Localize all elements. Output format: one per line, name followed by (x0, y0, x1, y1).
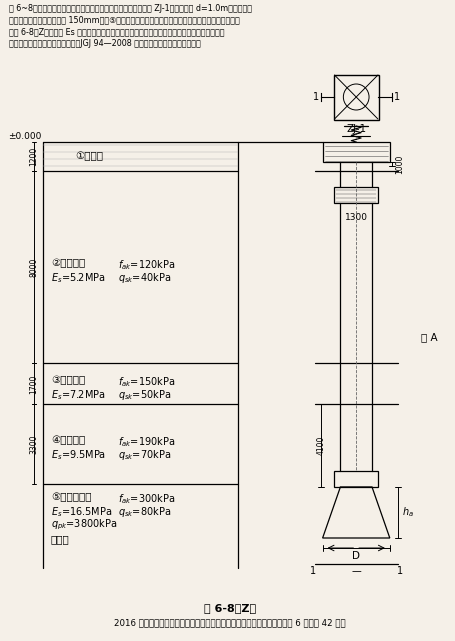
Text: $q_{pk}$=3800kPa: $q_{pk}$=3800kPa (51, 518, 117, 532)
Text: $q_{sk}$=80kPa: $q_{sk}$=80kPa (118, 504, 172, 519)
Text: 桩 A: 桩 A (421, 332, 438, 342)
Text: 1700: 1700 (30, 374, 39, 394)
Text: $f_{ak}$=120kPa: $f_{ak}$=120kPa (118, 258, 176, 272)
Text: 1300: 1300 (345, 213, 368, 222)
Text: —: — (351, 566, 361, 576)
Text: 4100: 4100 (316, 436, 325, 455)
Text: ③粉质黏土: ③粉质黏土 (51, 375, 85, 385)
Bar (334, 75, 379, 120)
Text: ±0.000: ±0.000 (8, 132, 41, 141)
Text: 1: 1 (394, 92, 400, 102)
Text: $h_a$: $h_a$ (402, 506, 414, 519)
Text: 1000: 1000 (395, 154, 404, 174)
Text: $E_s$=9.5MPa: $E_s$=9.5MPa (51, 448, 106, 462)
Text: 提示：根据《建筑桩基技术规范》JGJ 94—2008 作答；粉质黏土可按黏土考虑。: 提示：根据《建筑桩基技术规范》JGJ 94—2008 作答；粉质黏土可按黏土考虑… (10, 38, 201, 47)
Text: $q_{sk}$=40kPa: $q_{sk}$=40kPa (118, 271, 172, 285)
Text: $f_{ak}$=190kPa: $f_{ak}$=190kPa (118, 435, 176, 449)
Text: 图 6-8（Z）: 图 6-8（Z） (204, 603, 256, 613)
Text: $E_s$=5.2MPa: $E_s$=5.2MPa (51, 271, 106, 285)
Bar (323, 142, 390, 162)
Text: 2016 年度全国一级注册结构工程师执业资格考试专业考试试卷（下午）第 6 页（共 42 页）: 2016 年度全国一级注册结构工程师执业资格考试专业考试试卷（下午）第 6 页（… (114, 618, 345, 627)
Text: $f_{ak}$=150kPa: $f_{ak}$=150kPa (118, 375, 176, 388)
Text: $q_{sk}$=70kPa: $q_{sk}$=70kPa (118, 448, 172, 462)
Text: 1: 1 (313, 92, 318, 102)
Bar (334, 187, 378, 203)
Text: ①素填土: ①素填土 (76, 151, 104, 162)
Text: 题 6~8：某多层框架结构，拟采用一柱一桩人工挖孔桩桩基基础 ZJ-1，桩身内径 d=1.0m，护壁采用: 题 6~8：某多层框架结构，拟采用一柱一桩人工挖孔桩桩基基础 ZJ-1，桩身内径… (10, 4, 253, 13)
Text: ④粉质黏土: ④粉质黏土 (51, 435, 85, 445)
Text: ⑤硬塑状黏土: ⑤硬塑状黏土 (51, 492, 91, 502)
Text: 1: 1 (310, 566, 316, 576)
Bar (334, 471, 378, 487)
Text: $q_{sk}$=50kPa: $q_{sk}$=50kPa (118, 388, 172, 402)
Text: ②粉质黏土: ②粉质黏土 (51, 258, 85, 268)
Text: 见图 6-8（Z）（图中 Es 为土的自重压力至土的自重压力与附加压力之和的压力段的压缩模量）: 见图 6-8（Z）（图中 Es 为土的自重压力至土的自重压力与附加压力之和的压力… (10, 27, 225, 36)
Text: 1: 1 (397, 566, 403, 576)
Text: 振捣密实的混凝土，厚度为 150mm，以⑤层硬塑状黏土为桩端持力层，基础剖面及地基图层相关参数: 振捣密实的混凝土，厚度为 150mm，以⑤层硬塑状黏土为桩端持力层，基础剖面及地… (10, 15, 240, 24)
Text: D: D (352, 551, 360, 561)
Text: $E_s$=7.2MPa: $E_s$=7.2MPa (51, 388, 106, 402)
Text: 1200: 1200 (30, 147, 39, 166)
Text: 8000: 8000 (30, 258, 39, 277)
Text: $f_{ak}$=300kPa: $f_{ak}$=300kPa (118, 492, 176, 506)
Text: ZJ-1: ZJ-1 (346, 124, 366, 134)
Text: 3300: 3300 (30, 435, 39, 454)
Text: 未揭穿: 未揭穿 (51, 534, 70, 544)
Text: $E_s$=16.5MPa: $E_s$=16.5MPa (51, 504, 112, 519)
